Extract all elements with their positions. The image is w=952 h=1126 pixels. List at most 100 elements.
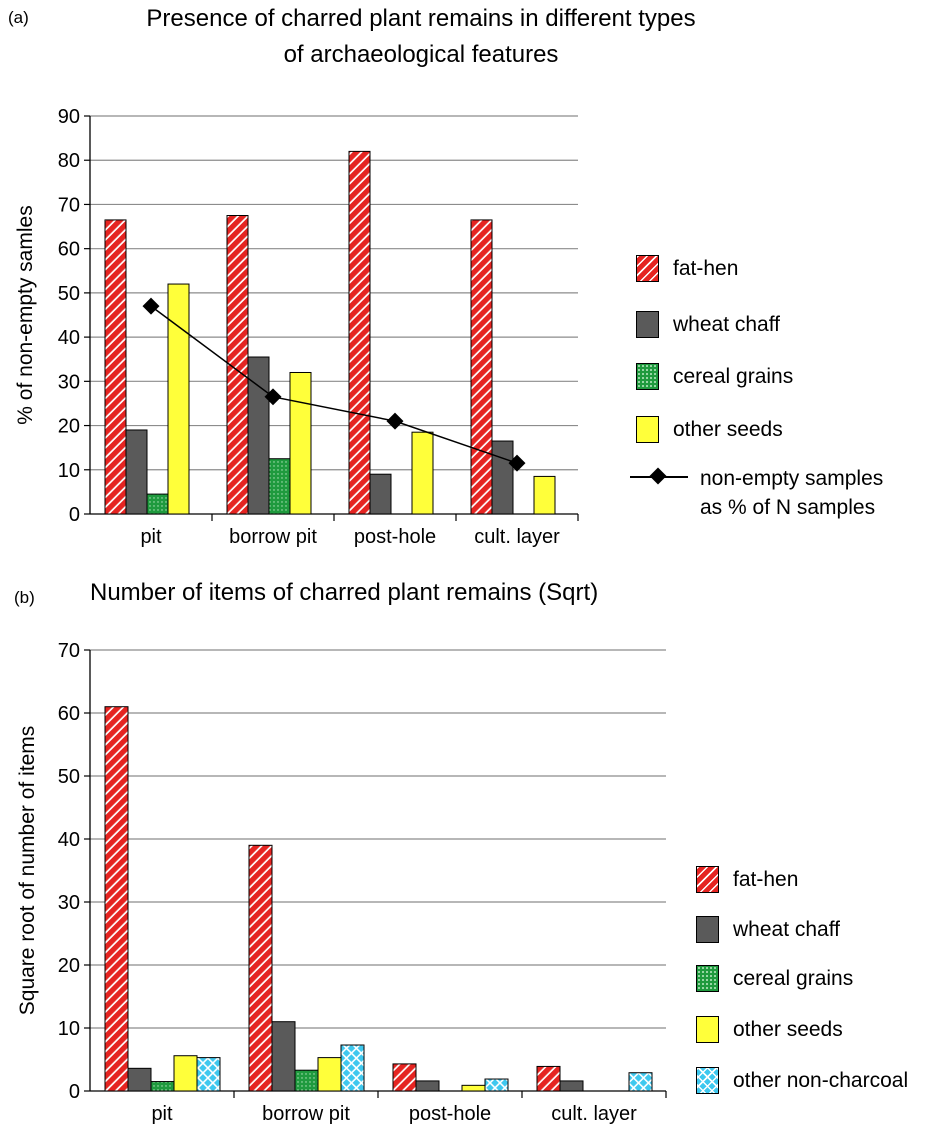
x-tick-label: cult. layer: [551, 1103, 637, 1125]
x-tick-label: pit: [140, 526, 162, 548]
chart-b: 0 10 20 30 40 50 60 70 Square root of number of …: [16, 640, 667, 1125]
legend-a-cereal-grains: cereal grains: [636, 363, 793, 390]
legend-b-other-seeds: other seeds: [696, 1016, 843, 1043]
line-marker: [264, 388, 282, 406]
legend-b-wheat-chaff: wheat chaff: [696, 916, 840, 943]
bar-other-non-charcoal: [484, 1078, 509, 1092]
y-tick-label: 90: [58, 106, 80, 128]
y-tick-label: 50: [58, 766, 80, 788]
bar-wheat-chaff: [369, 473, 392, 515]
y-tick-label: 60: [58, 703, 80, 725]
bar-other-non-charcoal: [628, 1072, 653, 1092]
legend-label: as % of N samples: [700, 496, 876, 519]
bar-other-non-charcoal: [196, 1057, 221, 1092]
line-marker: [508, 454, 526, 472]
y-tick-label: 30: [58, 892, 80, 914]
bar-other-seeds: [317, 1057, 342, 1092]
panel-a-title-line1: Presence of charred plant remains in dif…: [146, 5, 696, 32]
y-axis-label: Square root of number of items: [16, 726, 39, 1015]
y-tick-label: 10: [58, 1018, 80, 1040]
legend-label: fat-hen: [733, 867, 799, 891]
legend-a-fat-hen: fat-hen: [636, 255, 738, 282]
bar-other-seeds: [173, 1055, 198, 1092]
legend-label: other seeds: [733, 1017, 843, 1041]
legend-label: wheat chaff: [733, 917, 841, 941]
line-marker: [142, 297, 160, 315]
bar-fat-hen: [536, 1065, 561, 1092]
legend-label: non-empty samples: [700, 467, 884, 490]
legend-label: wheat chaff: [673, 312, 781, 336]
legend-swatch-wheat-chaff: [696, 916, 719, 943]
legend-label: other non-charcoal: [733, 1068, 909, 1092]
y-tick-label: 70: [58, 640, 80, 662]
x-tick-label: post-hole: [409, 1103, 491, 1125]
legend-label: cereal grains: [733, 966, 854, 990]
legend-line-marker-icon: [630, 466, 688, 486]
x-tick-label: borrow pit: [262, 1103, 350, 1125]
panel-a-title-line2: of archaeological features: [283, 41, 559, 68]
panel-b-title: Number of items of charred plant remains…: [90, 579, 599, 606]
y-tick-label: 60: [58, 239, 80, 261]
chart-a: 0 10 20 30 40 50 60 70 80 90 % of non-empty samles…: [14, 106, 579, 548]
y-tick-label: 20: [58, 955, 80, 977]
x-tick-label: pit: [151, 1103, 173, 1125]
legend-swatch-cereal-grains: [636, 363, 659, 390]
bar-fat-hen: [470, 219, 493, 515]
legend-swatch-fat-hen: [636, 255, 659, 282]
legend-swatch-wheat-chaff: [636, 311, 659, 338]
bar-other-seeds: [411, 431, 434, 515]
legend-swatch-cereal-grains: [696, 965, 719, 992]
bar-wheat-chaff: [271, 1021, 296, 1092]
y-tick-label: 40: [58, 327, 80, 349]
legend-label: fat-hen: [673, 256, 739, 280]
bar-wheat-chaff: [125, 429, 148, 515]
bar-fat-hen: [104, 706, 129, 1092]
line-marker: [386, 412, 404, 430]
x-tick-label: cult. layer: [474, 526, 560, 548]
bar-cereal-grains: [268, 458, 291, 515]
legend-b-other-non-charcoal: other non-charcoal: [696, 1067, 908, 1094]
legend-swatch-other-non-charcoal: [696, 1067, 719, 1094]
y-tick-label: 40: [58, 829, 80, 851]
bar-fat-hen: [348, 150, 371, 515]
y-tick-label: 0: [69, 1081, 80, 1103]
legend-b-cereal-grains: cereal grains: [696, 965, 853, 992]
legend-swatch-fat-hen: [696, 866, 719, 893]
y-tick-label: 20: [58, 416, 80, 438]
bar-fat-hen: [104, 219, 127, 515]
bar-other-seeds: [461, 1084, 486, 1092]
bar-wheat-chaff: [491, 440, 514, 515]
bar-fat-hen: [392, 1063, 417, 1092]
bar-fat-hen: [248, 844, 273, 1092]
y-tick-label: 10: [58, 460, 80, 482]
bar-other-seeds: [533, 475, 556, 515]
legend-label: cereal grains: [673, 364, 794, 388]
x-tick-label: borrow pit: [229, 526, 317, 548]
legend-label: other seeds: [673, 417, 783, 441]
y-tick-label: 80: [58, 150, 80, 172]
panel-b-letter: (b): [14, 588, 35, 607]
legend-swatch-other-seeds: [636, 416, 659, 443]
bar-cereal-grains: [294, 1069, 319, 1092]
bar-other-seeds: [289, 371, 312, 515]
bar-cereal-grains: [146, 493, 169, 515]
bar-other-seeds: [167, 283, 190, 515]
y-tick-label: 50: [58, 283, 80, 305]
legend-swatch-other-seeds: [696, 1016, 719, 1043]
y-tick-label: 0: [69, 504, 80, 526]
panel-a-letter: (a): [8, 8, 29, 27]
y-tick-label: 30: [58, 371, 80, 393]
y-axis-label: % of non-empty samles: [14, 205, 37, 424]
legend-a-other-seeds: other seeds: [636, 416, 783, 443]
bar-wheat-chaff: [247, 356, 270, 515]
bar-wheat-chaff: [559, 1080, 584, 1092]
legend-a-wheat-chaff: wheat chaff: [636, 311, 780, 338]
legend-b-fat-hen: fat-hen: [696, 866, 798, 893]
y-tick-label: 70: [58, 194, 80, 216]
bar-wheat-chaff: [415, 1080, 440, 1092]
legend-a-line-series: non-empty samples as % of N samples: [630, 466, 883, 521]
x-tick-label: post-hole: [354, 526, 436, 548]
bar-cereal-grains: [150, 1081, 175, 1092]
line-series: [150, 305, 518, 464]
